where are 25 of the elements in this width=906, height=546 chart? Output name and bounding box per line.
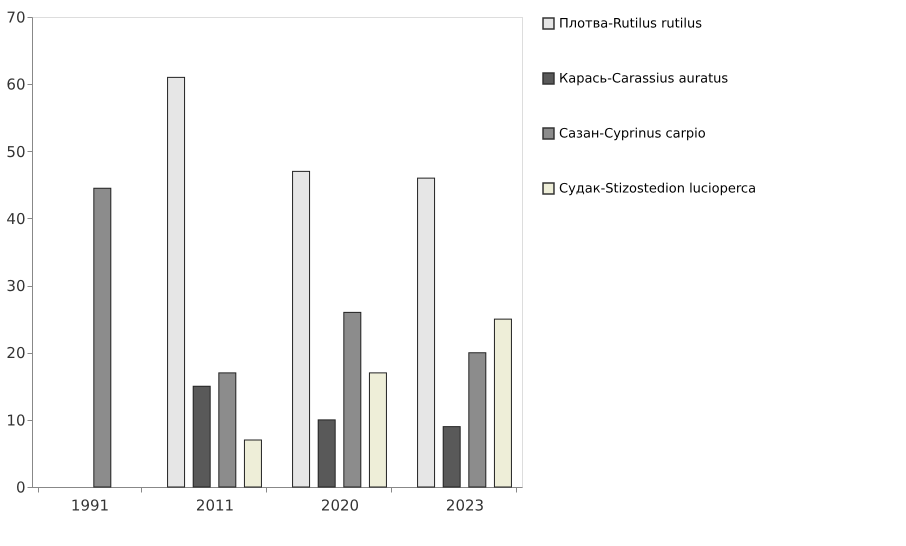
bar xyxy=(368,372,387,488)
bar xyxy=(417,178,436,488)
y-tick-label: 10 xyxy=(6,411,26,430)
x-tick-label: 1991 xyxy=(70,496,110,514)
bar xyxy=(192,386,211,488)
y-tick-label: 30 xyxy=(6,277,26,296)
bar xyxy=(494,318,512,488)
legend-label: Карась-Carassius auratus xyxy=(559,72,728,86)
bar xyxy=(167,76,186,488)
y-tick-label: 20 xyxy=(6,344,26,362)
bar xyxy=(442,426,461,488)
x-tick-label: 2020 xyxy=(320,496,360,514)
y-tick-label: 0 xyxy=(16,478,26,496)
bar xyxy=(244,440,262,488)
y-tick-label: 60 xyxy=(6,76,26,94)
legend-label: Сазан-Cyprinus carpio xyxy=(559,126,706,142)
bar xyxy=(292,170,310,488)
x-tick-label: 2011 xyxy=(196,496,234,514)
bar xyxy=(318,419,336,488)
legend-label: Судак-Stizostedion lucioperca xyxy=(559,182,756,196)
legend-label: Плотва-Rutilus rutilus xyxy=(559,16,702,32)
y-tick-label: 40 xyxy=(6,210,26,228)
x-tick-label: 2023 xyxy=(446,496,484,514)
y-tick-label: 70 xyxy=(6,8,26,26)
y-tick-label: 50 xyxy=(6,142,26,161)
